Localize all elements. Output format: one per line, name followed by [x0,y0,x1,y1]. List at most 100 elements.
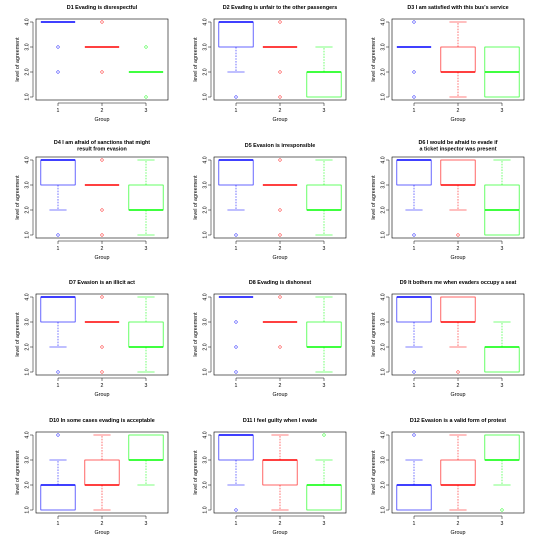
x-tick-label: 2 [279,108,282,114]
box-group-1 [40,21,76,74]
iqr-box [306,484,342,510]
x-tick-label: 2 [457,108,460,114]
outlier-point [56,432,60,437]
x-axis-label: Group [95,117,110,123]
y-tick-label: 3.0 [25,181,31,188]
outlier-point [412,20,416,24]
outlier-point [412,70,416,74]
iqr-box [262,459,298,485]
box-group-3 [306,46,342,98]
x-tick-label: 2 [101,383,104,389]
outlier-point [100,20,104,24]
outlier-point [278,20,282,24]
x-tick-label: 1 [413,521,416,527]
box-group-2 [262,157,298,237]
chart-title: D4 I am afraid of sanctions that might [54,140,150,146]
chart-title: D10 In some cases evading is acceptable [49,418,154,424]
x-tick-label: 3 [145,246,148,252]
x-tick-label: 2 [457,521,460,527]
outlier-point [278,70,282,74]
x-tick-label: 2 [101,108,104,114]
box-group-2 [262,20,298,99]
chart-title: D8 Evading is dishonest [249,280,312,286]
iqr-box [440,159,476,185]
y-tick-label: 1.0 [25,93,31,100]
x-axis-label: Group [95,255,110,261]
boxplot-svg: D10 In some cases evading is acceptable 1… [15,418,169,536]
box-group-3 [306,296,342,373]
y-tick-label: 4.0 [25,293,31,300]
outlier-point [278,95,282,99]
x-tick-label: 3 [501,521,504,527]
iqr-box [128,321,164,348]
box-group-2 [84,434,120,510]
iqr-box [40,159,76,185]
outlier-point [100,70,104,74]
boxplot-svg: D9 It bothers me when evaders occupy a s… [371,280,525,398]
outlier-point [144,95,148,99]
y-tick-label: 1.0 [203,231,209,238]
chart-title: D2 Evading is unfair to the other passen… [223,5,337,11]
x-tick-label: 1 [57,108,60,114]
box-group-1 [396,20,432,99]
outlier-point [56,45,60,49]
boxplot-panel: D5 Evasion is irresponsible 1.0 2.0 3.0 4.0 l… [178,138,356,276]
y-tick-label: 4.0 [381,431,387,438]
y-tick-label: 1.0 [25,231,31,238]
y-axis-label: level of agreement [193,312,199,357]
y-tick-label: 4.0 [25,18,31,25]
plot-frame [391,431,525,513]
chart-title: D12 Evasion is a valid form of protest [410,418,506,424]
y-axis-label: level of agreement [371,449,377,494]
boxplot-panel: D6 I would be afraid to evade if a ticket… [356,138,534,276]
y-tick-label: 3.0 [381,43,387,50]
iqr-box [484,346,520,373]
outlier-point [278,232,282,237]
outlier-point [100,295,104,299]
x-tick-label: 2 [279,521,282,527]
outlier-point [100,232,104,237]
outlier-point [456,370,460,374]
x-tick-label: 2 [101,246,104,252]
box-group-3 [306,432,342,510]
outlier-point [100,157,104,162]
iqr-box [484,434,520,460]
plot-frame [35,293,169,376]
chart-title: D11 I feel guilty when I evade [243,418,317,424]
y-tick-label: 2.0 [203,206,209,213]
y-tick-label: 3.0 [25,456,31,463]
x-tick-label: 2 [101,521,104,527]
y-tick-label: 1.0 [381,93,387,100]
box-group-3 [484,46,520,98]
chart-title: D3 I am satisfied with this bus's servic… [407,5,508,11]
boxplot-panel: D4 I am afraid of sanctions that might re… [0,138,178,276]
y-axis-label: level of agreement [15,312,21,357]
x-tick-label: 3 [501,383,504,389]
plot-frame [35,156,169,238]
y-tick-label: 1.0 [25,506,31,513]
y-tick-label: 1.0 [381,368,387,375]
box-group-3 [484,434,520,512]
y-tick-label: 4.0 [25,431,31,438]
y-tick-label: 3.0 [203,318,209,325]
y-axis-label: level of agreement [193,449,199,494]
x-axis-label: Group [95,530,110,536]
y-tick-label: 2.0 [203,481,209,488]
box-group-2 [262,295,298,349]
box-group-1 [396,432,432,510]
x-axis-label: Group [451,530,466,536]
y-axis-label: level of agreement [15,174,21,219]
boxplot-svg: D3 I am satisfied with this bus's servic… [371,5,525,123]
x-tick-label: 1 [235,383,238,389]
outlier-point [278,295,282,299]
y-tick-label: 2.0 [381,343,387,350]
box-group-2 [440,21,476,98]
boxplot-svg: D12 Evasion is a valid form of protest 1.… [371,418,525,536]
box-group-3 [128,159,164,235]
x-tick-label: 1 [235,521,238,527]
outlier-point [234,507,238,512]
chart-title: result from evasion [77,146,127,152]
iqr-box [128,184,164,210]
plot-frame [35,18,169,101]
outlier-point [234,370,238,374]
